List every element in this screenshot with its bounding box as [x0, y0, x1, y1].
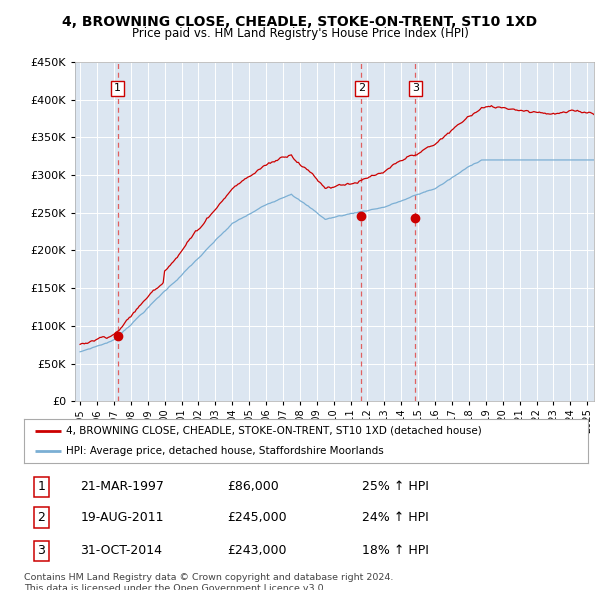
Text: HPI: Average price, detached house, Staffordshire Moorlands: HPI: Average price, detached house, Staf…: [66, 446, 384, 456]
Text: Contains HM Land Registry data © Crown copyright and database right 2024.
This d: Contains HM Land Registry data © Crown c…: [24, 573, 394, 590]
Text: 1: 1: [38, 480, 46, 493]
Text: 25% ↑ HPI: 25% ↑ HPI: [362, 480, 429, 493]
Text: 2: 2: [358, 83, 365, 93]
Text: 19-AUG-2011: 19-AUG-2011: [80, 511, 164, 525]
Text: 4, BROWNING CLOSE, CHEADLE, STOKE-ON-TRENT, ST10 1XD: 4, BROWNING CLOSE, CHEADLE, STOKE-ON-TRE…: [62, 15, 538, 30]
Text: 2: 2: [38, 511, 46, 525]
Text: 18% ↑ HPI: 18% ↑ HPI: [362, 544, 429, 558]
Text: 21-MAR-1997: 21-MAR-1997: [80, 480, 164, 493]
Text: 3: 3: [38, 544, 46, 558]
Text: 1: 1: [114, 83, 121, 93]
Text: 3: 3: [412, 83, 419, 93]
Text: 24% ↑ HPI: 24% ↑ HPI: [362, 511, 429, 525]
Text: 4, BROWNING CLOSE, CHEADLE, STOKE-ON-TRENT, ST10 1XD (detached house): 4, BROWNING CLOSE, CHEADLE, STOKE-ON-TRE…: [66, 426, 482, 436]
Text: Price paid vs. HM Land Registry's House Price Index (HPI): Price paid vs. HM Land Registry's House …: [131, 27, 469, 40]
Text: £86,000: £86,000: [227, 480, 279, 493]
Text: £245,000: £245,000: [227, 511, 287, 525]
Text: 31-OCT-2014: 31-OCT-2014: [80, 544, 163, 558]
Text: £243,000: £243,000: [227, 544, 287, 558]
